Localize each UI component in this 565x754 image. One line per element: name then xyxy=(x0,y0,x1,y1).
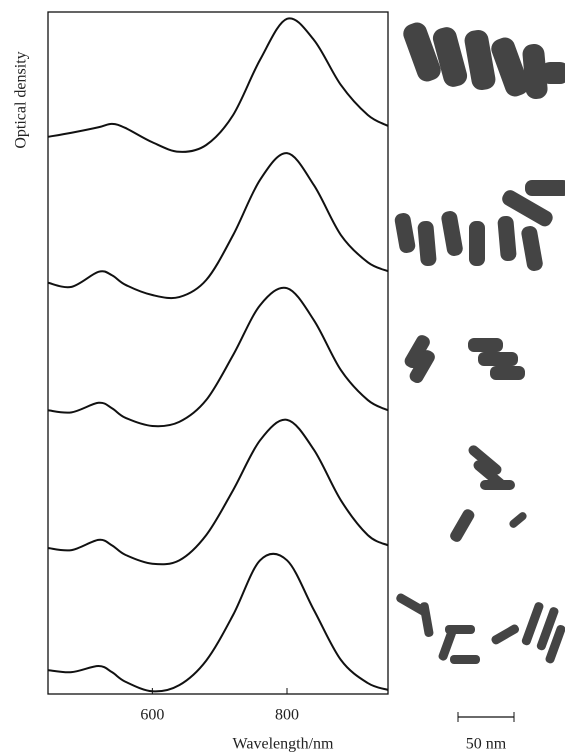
spectrum-line xyxy=(48,554,388,692)
page: {"chart_data": {"type": "line", "x_label… xyxy=(0,0,565,754)
tem-panel xyxy=(394,180,565,272)
spectrum-line xyxy=(48,153,388,298)
y-axis-label: Optical density xyxy=(13,51,30,148)
figure: Optical density Wavelength/nm 50 nm xyxy=(0,0,565,754)
scale-bar-label: 50 nm xyxy=(466,736,507,753)
spectrum-line xyxy=(48,288,388,426)
tem-panel xyxy=(402,333,525,385)
plot-frame xyxy=(48,12,388,694)
tem-panel xyxy=(395,592,565,664)
tem-images xyxy=(394,20,565,665)
spectrum-line xyxy=(48,18,388,152)
x-tick-label: 800 xyxy=(275,707,299,724)
x-axis-label: Wavelength/nm xyxy=(233,736,334,753)
spectrum-line xyxy=(48,420,388,565)
tem-panel xyxy=(448,443,528,543)
x-tick-label: 600 xyxy=(140,707,164,724)
tem-panel xyxy=(400,20,565,100)
